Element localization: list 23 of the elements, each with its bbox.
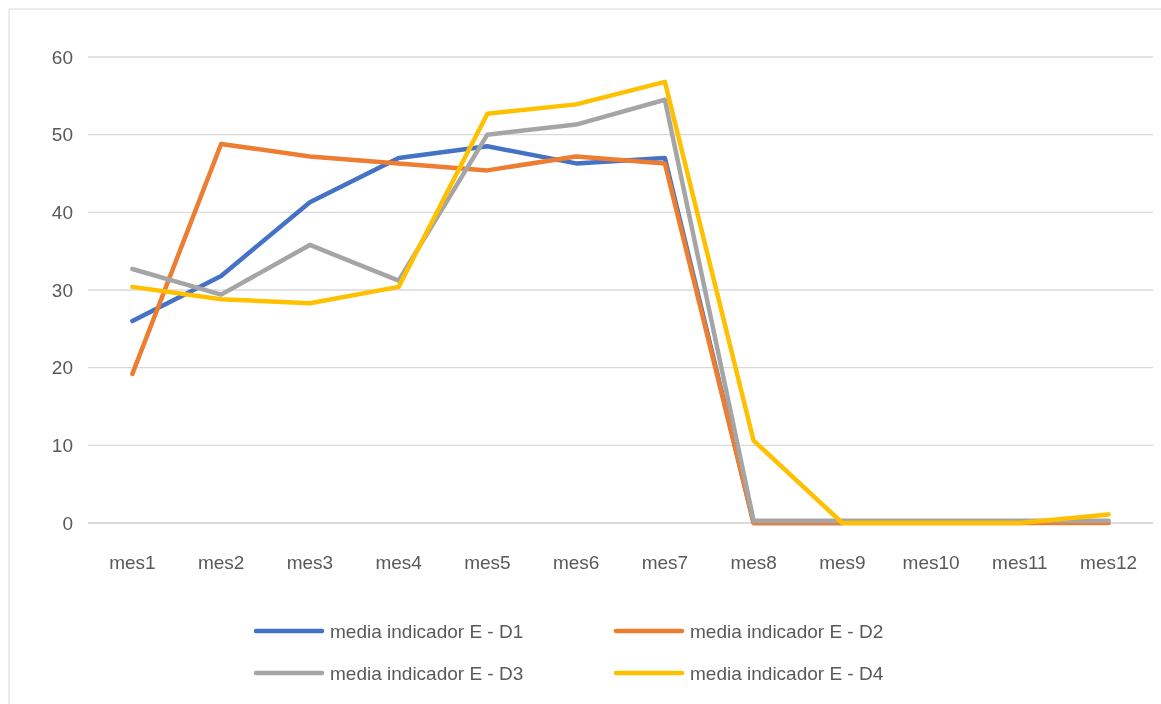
y-tick-label: 30 bbox=[51, 279, 73, 301]
x-tick-label: mes7 bbox=[641, 552, 689, 573]
x-tick-label: mes12 bbox=[1080, 552, 1138, 573]
x-tick-label: mes5 bbox=[464, 552, 511, 573]
x-tick-label: mes8 bbox=[730, 552, 777, 573]
x-tick-label: mes11 bbox=[992, 552, 1048, 573]
x-tick-label: mes9 bbox=[819, 552, 866, 573]
legend-label: media indicador E - D3 bbox=[330, 662, 524, 684]
y-tick-label: 0 bbox=[62, 512, 73, 534]
legend-label: media indicador E - D1 bbox=[330, 620, 524, 642]
y-tick-label: 50 bbox=[51, 124, 73, 146]
x-tick-label: mes2 bbox=[197, 552, 245, 573]
y-tick-label: 40 bbox=[51, 201, 73, 223]
x-tick-label: mes10 bbox=[902, 552, 960, 573]
legend-label: media indicador E - D4 bbox=[690, 662, 884, 684]
y-tick-label: 10 bbox=[51, 434, 73, 456]
y-tick-label: 20 bbox=[51, 357, 73, 379]
legend-label: media indicador E - D2 bbox=[690, 620, 884, 642]
x-tick-label: mes6 bbox=[552, 552, 600, 573]
x-tick-label: mes3 bbox=[286, 552, 334, 573]
x-tick-label: mes1 bbox=[109, 552, 156, 573]
x-tick-label: mes4 bbox=[375, 552, 423, 573]
y-tick-label: 60 bbox=[51, 46, 73, 68]
